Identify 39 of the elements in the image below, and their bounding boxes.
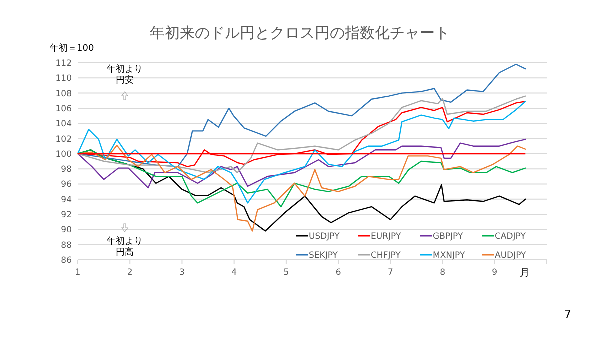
annotation: 円高 <box>116 247 134 258</box>
y-tick-label: 86 <box>61 256 72 266</box>
x-tick-label: 2 <box>127 268 133 278</box>
text: 7 <box>564 308 572 321</box>
legend-label: CADJPY <box>495 232 527 242</box>
x-tick-label: 5 <box>284 268 290 278</box>
y-tick-label: 98 <box>61 165 72 176</box>
y-tick-label: 96 <box>61 180 72 190</box>
y-tick-label: 94 <box>61 195 72 206</box>
y-tick-label: 104 <box>56 120 72 130</box>
legend-label: USDJPY <box>309 232 341 242</box>
chart-title: 年初来のドル円とクロス円の指数化チャート <box>150 24 450 42</box>
y-tick-label: 90 <box>61 226 72 236</box>
y-tick-label: 108 <box>56 89 72 100</box>
y-tick-label: 88 <box>61 240 72 251</box>
y-tick-label: 110 <box>56 74 72 84</box>
y-tick-label: 112 <box>56 59 72 69</box>
y-tick-label: 106 <box>56 104 72 114</box>
annotation: 年初より <box>107 236 143 247</box>
x-tick-label: 1 <box>75 268 81 278</box>
x-tick-label: 9 <box>492 268 498 278</box>
x-tick-label: 7 <box>388 268 394 278</box>
legend-label: CHFJPY <box>371 251 402 261</box>
x-tick-label: 6 <box>336 268 342 278</box>
annotation: 年初より <box>107 64 143 75</box>
x-tick-label: 3 <box>180 268 185 278</box>
legend-label: SEKJPY <box>309 251 339 261</box>
y-tick-label: 102 <box>56 134 72 145</box>
annotation: 円安 <box>116 75 134 86</box>
x-tick-label: 4 <box>232 268 238 278</box>
x-tick-label: 8 <box>440 268 446 278</box>
y-axis-title: 年初＝100 <box>50 43 94 54</box>
legend-label: MXNJPY <box>433 251 466 261</box>
legend-label: GBPJPY <box>433 232 464 242</box>
legend-label: AUDJPY <box>495 251 528 261</box>
x-axis-title: 月 <box>520 268 530 279</box>
y-tick-label: 100 <box>56 150 72 160</box>
y-tick-label: 92 <box>61 210 72 221</box>
legend-label: EURJPY <box>371 232 402 242</box>
